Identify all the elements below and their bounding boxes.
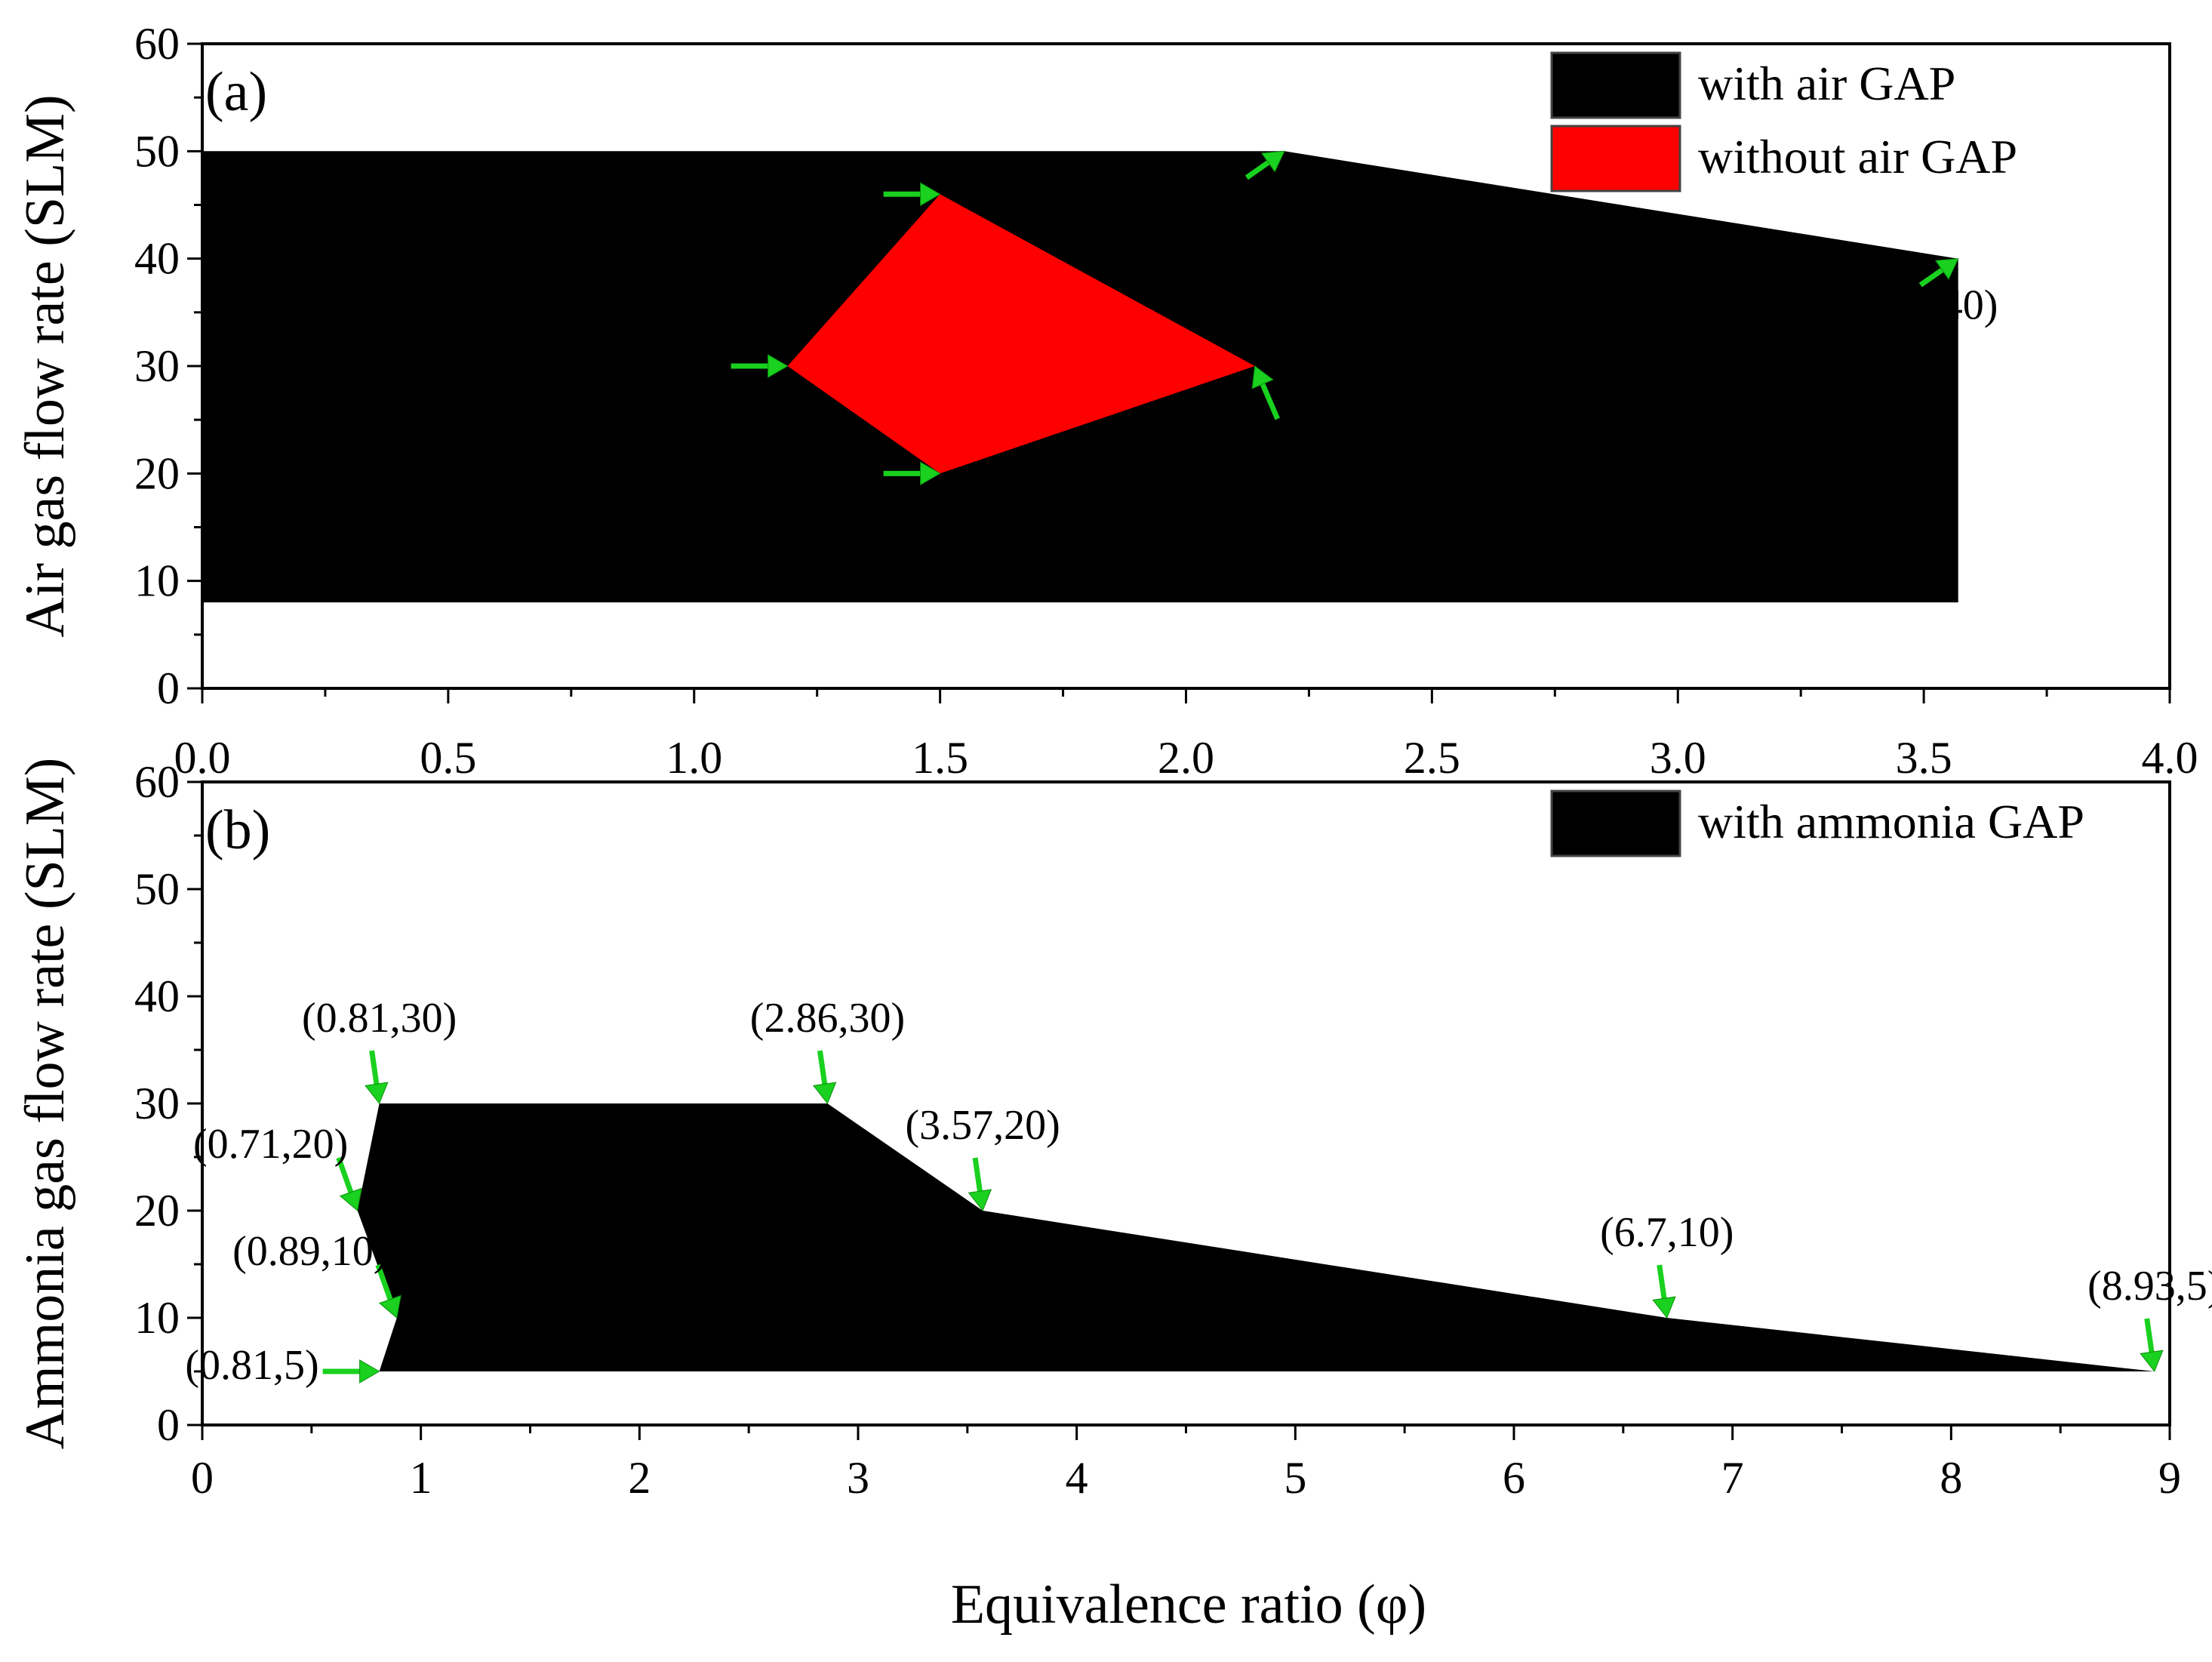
x-tick-label: 1.0 xyxy=(666,733,722,783)
x-tick-label: 1 xyxy=(410,1453,432,1503)
legend-label: without air GAP xyxy=(1698,130,2017,183)
annotation-arrow xyxy=(817,1050,828,1085)
x-tick-label: 0 xyxy=(191,1453,214,1503)
x-tick-label: 2.5 xyxy=(1404,733,1460,783)
annotation-arrow xyxy=(375,1263,393,1300)
x-tick-label: 0.5 xyxy=(420,733,476,783)
x-tick-label: 7 xyxy=(1721,1453,1744,1503)
annotation-arrowhead xyxy=(378,1294,401,1319)
annotation-arrowhead xyxy=(812,1082,837,1104)
annotation-arrowhead xyxy=(968,1189,992,1211)
x-tick-label: 3 xyxy=(847,1453,869,1503)
annotation-label: (2.2,50) xyxy=(1180,174,1313,221)
y-tick-label: 20 xyxy=(134,448,180,498)
x-tick-label: 0.0 xyxy=(174,733,231,783)
annotation-label: (2.86,30) xyxy=(750,995,905,1042)
annotation-label: (1.19,30) xyxy=(572,337,727,383)
annotation-arrowhead xyxy=(920,182,941,207)
y-tick-label: 10 xyxy=(134,556,180,606)
panel-a: 0 10 20 30 40 50 60 0.0 0.5 1.0 1.5 2.0 2.5 3.0 3.5 4.0… xyxy=(14,19,2198,783)
annotation-arrowhead xyxy=(1251,365,1274,389)
x-tick-label: 3.5 xyxy=(1896,733,1952,783)
x-tick-label: 2 xyxy=(628,1453,651,1503)
region-with-ammonia-gap xyxy=(357,1103,2155,1371)
annotation-label: (0.81,5) xyxy=(185,1342,318,1389)
x-tick-label: 4.0 xyxy=(2142,733,2198,783)
panel-label: (b) xyxy=(205,799,270,861)
x-tick-label: 9 xyxy=(2158,1453,2181,1503)
annotation-arrow xyxy=(336,1156,354,1193)
x-tick-label: 3.0 xyxy=(1650,733,1706,783)
y-tick-label: 30 xyxy=(134,1079,180,1128)
y-tick-label: 40 xyxy=(134,234,180,284)
annotation-label: (1.5,46) xyxy=(746,165,879,211)
x-tick-label: 2.0 xyxy=(1158,733,1214,783)
annotation-arrow xyxy=(2144,1318,2155,1353)
y-tick-label: 10 xyxy=(134,1293,180,1343)
annotation-arrowhead xyxy=(1260,150,1285,173)
panel-label: (a) xyxy=(205,61,267,123)
annotation-label: (1.5,20) xyxy=(746,444,879,491)
region-without-air-gap xyxy=(787,194,1255,474)
legend-label: with ammonia GAP xyxy=(1698,795,2084,848)
x-tick-label: 4 xyxy=(1066,1453,1088,1503)
legend-swatch xyxy=(1550,125,1681,192)
panel-b: 0 10 20 30 40 50 60 0 1 2 3 4 5 6 7 8 9 Ammonia gas flow … xyxy=(14,757,2212,1503)
annotation-label: (2.14,30) xyxy=(1283,423,1438,470)
y-tick-label: 60 xyxy=(134,757,180,807)
y-axis-title: Ammonia gas flow rate (SLM) xyxy=(14,758,76,1450)
annotation-arrowhead xyxy=(359,1359,380,1383)
annotation-arrowhead xyxy=(1652,1296,1676,1319)
y-tick-label: 50 xyxy=(134,864,180,914)
x-axis-title: Equivalence ratio (φ) xyxy=(951,1574,1426,1636)
annotation-arrow xyxy=(1260,383,1280,420)
annotation-arrowhead xyxy=(768,354,789,378)
x-tick-label: 5 xyxy=(1284,1453,1306,1503)
annotation-label: (8.93,5) xyxy=(2087,1263,2212,1310)
annotation-arrow xyxy=(1244,160,1270,180)
annotation-arrowhead xyxy=(339,1187,362,1211)
annotation-label: (0.89,10) xyxy=(232,1228,387,1275)
annotation-arrowhead xyxy=(920,461,941,486)
annotation-arrowhead xyxy=(2140,1350,2164,1372)
y-tick-label: 40 xyxy=(134,971,180,1021)
y-tick-label: 20 xyxy=(134,1186,180,1236)
y-axis-title: Air gas flow rate (SLM) xyxy=(14,94,76,637)
x-tick-label: 6 xyxy=(1503,1453,1525,1503)
annotation-arrow xyxy=(1918,267,1944,288)
annotation-label: (3.57,20) xyxy=(905,1102,1060,1149)
y-tick-label: 60 xyxy=(134,19,180,69)
y-tick-label: 50 xyxy=(134,126,180,176)
annotation-label: (6.7,10) xyxy=(1600,1209,1734,1256)
y-tick-label: 0 xyxy=(157,663,180,713)
y-tick-label: 0 xyxy=(157,1400,180,1450)
legend-swatch xyxy=(1550,789,1681,857)
annotation-arrow xyxy=(1657,1264,1667,1299)
annotation-label: (3.57,40) xyxy=(1843,282,1998,329)
annotation-label: (0.81,30) xyxy=(302,995,457,1042)
legend-label: with air GAP xyxy=(1698,57,1955,110)
annotation-arrowhead xyxy=(1934,258,1959,280)
x-tick-label: 8 xyxy=(1940,1453,1962,1503)
legend-swatch xyxy=(1550,51,1681,119)
annotation-arrowhead xyxy=(365,1082,389,1104)
y-tick-label: 30 xyxy=(134,341,180,391)
annotation-label: (0.71,20) xyxy=(193,1121,348,1168)
annotation-arrow xyxy=(369,1050,380,1085)
x-tick-label: 1.5 xyxy=(912,733,968,783)
annotation-arrow xyxy=(972,1157,983,1192)
